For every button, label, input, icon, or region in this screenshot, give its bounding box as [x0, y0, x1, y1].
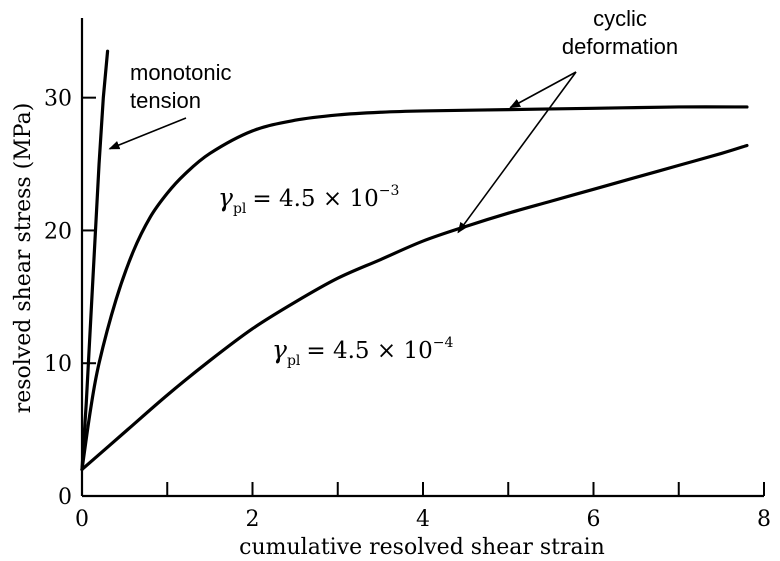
x-tick-label: 2	[246, 507, 260, 532]
ticks: 0 2 4 6 8 0 10 20 30	[44, 87, 771, 532]
gamma-high-subscript: pl	[233, 201, 247, 217]
x-tick-label: 6	[587, 507, 601, 532]
series-line-monotonic	[80, 49, 110, 472]
y-tick-label: 0	[58, 485, 72, 510]
annotation-monotonic-line1: monotonic	[130, 60, 232, 85]
annotation-monotonic-line2: tension	[130, 88, 201, 113]
arrow-monotonic	[108, 117, 187, 150]
gamma-low-symbol: γ	[272, 335, 287, 364]
y-tick-label: 10	[44, 352, 72, 377]
annotation-gamma-low: γpl = 4.5 × 10−4	[272, 335, 453, 369]
arrow-cyclic-low	[457, 71, 577, 234]
series	[80, 49, 749, 472]
annotation-cyclic-line1: cyclic	[593, 6, 647, 31]
x-tick-label: 4	[416, 507, 430, 532]
y-tick-label: 20	[44, 219, 72, 244]
x-axis-label: cumulative resolved shear strain	[239, 535, 605, 560]
y-axis-label: resolved shear stress (MPa)	[11, 103, 36, 414]
gamma-low-subscript: pl	[287, 353, 301, 369]
gamma-low-exponent: −4	[433, 335, 454, 351]
series-line-cyclic-high	[80, 105, 749, 472]
annotation-gamma-high: γpl = 4.5 × 10−3	[218, 183, 399, 217]
arrow-cyclic-high	[509, 71, 577, 109]
gamma-high-text: = 4.5 × 10	[252, 186, 378, 212]
gamma-low-text: = 4.5 × 10	[306, 338, 432, 364]
x-tick-label: 0	[75, 507, 89, 532]
x-tick-label: 8	[757, 507, 771, 532]
gamma-high-symbol: γ	[218, 183, 233, 212]
series-line-cyclic-low	[80, 143, 749, 472]
gamma-high-exponent: −3	[379, 183, 400, 199]
annotation-cyclic-line2: deformation	[562, 34, 678, 59]
y-tick-label: 30	[44, 87, 72, 112]
annotation-arrows	[108, 71, 577, 234]
